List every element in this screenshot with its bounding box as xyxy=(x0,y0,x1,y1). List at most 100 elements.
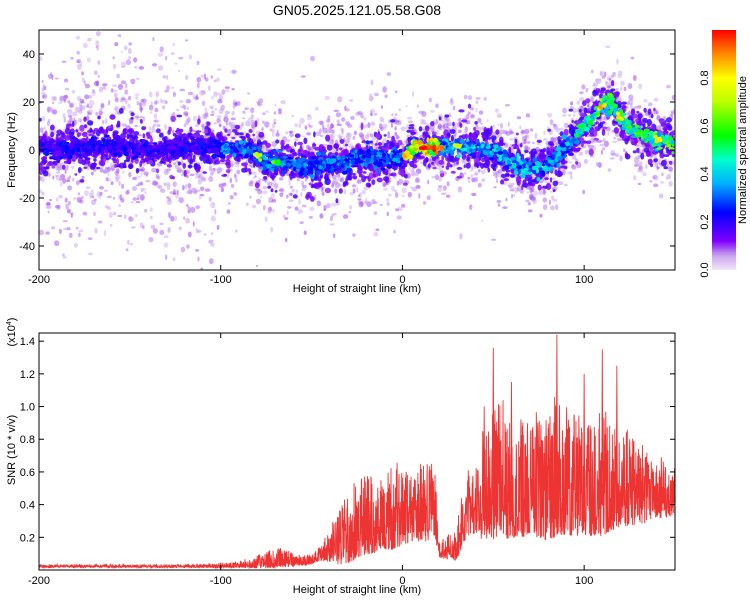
heatmap-cell xyxy=(187,132,192,138)
heatmap-cell xyxy=(665,117,673,123)
heatmap-cell xyxy=(82,131,88,137)
heatmap-cell xyxy=(660,122,665,127)
heatmap-cell xyxy=(463,172,467,175)
heatmap-cell xyxy=(441,192,447,195)
heatmap-cell xyxy=(182,163,186,169)
heatmap-cell xyxy=(220,161,227,164)
heatmap-cell xyxy=(113,92,118,98)
heatmap-cell xyxy=(251,171,257,175)
heatmap-cell xyxy=(283,214,286,218)
heatmap-cell xyxy=(372,201,378,204)
heatmap-cell xyxy=(552,189,556,193)
heatmap-cell xyxy=(66,108,73,115)
heatmap-cell xyxy=(579,112,585,117)
heatmap-cell xyxy=(299,221,304,224)
heatmap-cell xyxy=(568,108,573,112)
heatmap-cell xyxy=(524,128,530,135)
heatmap-cell xyxy=(150,224,156,230)
heatmap-cell xyxy=(301,180,304,187)
heatmap-cell xyxy=(69,102,74,108)
heatmap-cell xyxy=(119,100,125,103)
heatmap-cell xyxy=(217,99,223,104)
heatmap-cell xyxy=(629,103,633,110)
heatmap-cell xyxy=(444,114,450,118)
heatmap-cell xyxy=(215,77,220,83)
heatmap-cell xyxy=(196,82,200,89)
heatmap-cell xyxy=(337,174,340,179)
heatmap-cell xyxy=(399,180,405,184)
heatmap-cell xyxy=(471,192,477,197)
heatmap-cell xyxy=(383,176,389,182)
heatmap-cell xyxy=(126,239,130,245)
heatmap-cell xyxy=(274,189,278,193)
heatmap-cell xyxy=(595,88,601,93)
heatmap-cell xyxy=(527,209,533,213)
heatmap-cell xyxy=(475,107,478,113)
heatmap-cell xyxy=(637,167,642,173)
heatmap-cell xyxy=(294,133,301,138)
heatmap-cell xyxy=(610,88,616,92)
heatmap-cell xyxy=(457,117,462,122)
heatmap-cell xyxy=(149,104,154,111)
heatmap-cell xyxy=(157,176,161,180)
heatmap-cell xyxy=(608,80,612,86)
heatmap-cell xyxy=(393,189,397,193)
heatmap-cell xyxy=(140,158,146,164)
heatmap-cell xyxy=(84,158,90,165)
heatmap-cell xyxy=(430,109,435,113)
heatmap-cell xyxy=(132,140,138,143)
heatmap-cell xyxy=(175,193,180,199)
heatmap-cell xyxy=(352,164,359,168)
heatmap-cell xyxy=(642,117,648,124)
heatmap-cell xyxy=(265,110,269,113)
heatmap-cell xyxy=(313,174,318,180)
heatmap-cell xyxy=(241,122,244,127)
heatmap-cell xyxy=(331,202,337,207)
heatmap-cell xyxy=(136,77,140,80)
heatmap-cell xyxy=(365,182,371,188)
heatmap-cell xyxy=(497,123,500,127)
heatmap-cell xyxy=(578,151,584,156)
heatmap-cell xyxy=(628,94,634,101)
heatmap-cell xyxy=(463,94,468,100)
heatmap-cell xyxy=(435,160,440,166)
heatmap-cell xyxy=(438,124,443,131)
heatmap-cell xyxy=(209,105,214,109)
heatmap-cell xyxy=(663,154,670,158)
heatmap-cell xyxy=(39,168,44,175)
heatmap-cell xyxy=(220,104,225,111)
heatmap-cell xyxy=(208,127,212,135)
heatmap-cell xyxy=(262,190,268,195)
heatmap-cell xyxy=(75,35,81,40)
heatmap-cell xyxy=(401,187,407,194)
heatmap-cell xyxy=(468,132,474,140)
heatmap-cell xyxy=(418,126,423,132)
heatmap-cell xyxy=(156,168,159,174)
heatmap-cell xyxy=(463,164,466,169)
heatmap-cell xyxy=(185,74,189,81)
heatmap-cell xyxy=(62,253,65,257)
heatmap-cell xyxy=(494,140,498,144)
heatmap-cell xyxy=(86,57,92,63)
heatmap-cell xyxy=(253,139,257,143)
heatmap-cell xyxy=(210,242,215,247)
heatmap-cell xyxy=(148,91,153,98)
heatmap-cell xyxy=(531,179,537,183)
heatmap-cell xyxy=(513,146,517,150)
heatmap-cell xyxy=(201,125,205,132)
heatmap-cell xyxy=(386,72,392,76)
heatmap-cell xyxy=(422,132,426,139)
heatmap-cell xyxy=(127,48,132,54)
heatmap-cell xyxy=(214,121,217,125)
heatmap-cell xyxy=(522,179,527,186)
heatmap-cell xyxy=(563,183,568,187)
heatmap-cell xyxy=(249,157,254,161)
heatmap-cell xyxy=(60,181,63,187)
heatmap-cell xyxy=(410,131,417,135)
heatmap-cell xyxy=(163,242,169,248)
heatmap-cell xyxy=(317,181,323,188)
heatmap-cell xyxy=(81,175,85,179)
heatmap-cell xyxy=(597,78,602,81)
heatmap-cell xyxy=(331,213,337,216)
